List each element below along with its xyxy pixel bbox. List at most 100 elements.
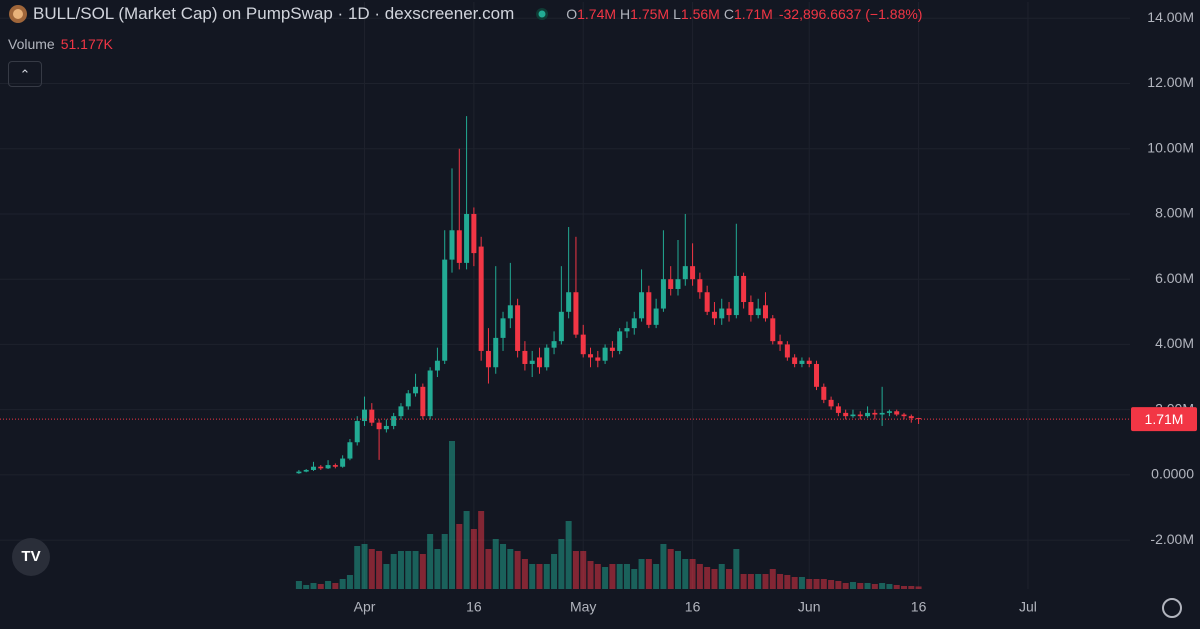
volume-value: 51.177K xyxy=(60,36,113,52)
volume-bar xyxy=(543,564,550,589)
volume-bar xyxy=(529,564,536,589)
volume-bar xyxy=(638,559,645,589)
candle-body xyxy=(792,357,798,364)
collapse-button[interactable]: ⌃ xyxy=(8,61,42,87)
candle-body xyxy=(296,471,302,474)
candle-body xyxy=(391,416,397,426)
candle-body xyxy=(770,318,776,342)
y-tick-label: 4.00M xyxy=(1155,335,1194,351)
candle-body xyxy=(507,305,513,319)
candle-body xyxy=(544,347,550,368)
volume-bar xyxy=(339,579,346,589)
candle-body xyxy=(493,337,499,368)
volume-bar xyxy=(704,567,711,589)
candle-body xyxy=(865,412,871,417)
candle-body xyxy=(799,360,805,364)
candle-body xyxy=(529,360,535,364)
volume-bar xyxy=(332,583,339,589)
settings-button[interactable] xyxy=(1162,598,1182,618)
volume-bar xyxy=(886,584,893,589)
token-icon xyxy=(9,5,27,23)
volume-bar xyxy=(784,575,791,589)
volume-bar xyxy=(667,549,674,589)
candle-body xyxy=(580,334,586,355)
candle-body xyxy=(741,275,747,303)
volume-bar xyxy=(383,564,390,589)
volume-bar xyxy=(616,564,623,589)
volume-bar xyxy=(295,581,302,589)
volume-bar xyxy=(857,583,864,589)
volume-bar xyxy=(791,577,798,589)
volume-bar xyxy=(631,569,638,589)
last-price-label: 1.71M xyxy=(1145,411,1184,427)
volume-bar xyxy=(434,549,441,589)
candle-body xyxy=(573,292,579,335)
volume-bar xyxy=(915,586,922,589)
ohlc-value: 1.56M xyxy=(680,6,720,22)
candle-body xyxy=(420,386,426,417)
volume-bar xyxy=(317,584,324,589)
volume-bar xyxy=(361,544,368,589)
volume-bar xyxy=(419,554,426,589)
volume-bar xyxy=(820,579,827,589)
volume-bar xyxy=(303,585,310,589)
volume-bar xyxy=(565,521,572,589)
candle-body xyxy=(843,412,849,417)
ohlc-value: 1.74M xyxy=(577,6,617,22)
candle-body xyxy=(383,425,389,430)
candle-body xyxy=(515,305,521,351)
candle-body xyxy=(886,411,892,413)
candle-body xyxy=(901,414,907,417)
candle-body xyxy=(639,292,645,319)
volume-bar xyxy=(689,559,696,589)
volume-bar xyxy=(594,564,601,589)
tv-logo[interactable]: TV xyxy=(12,538,50,576)
candle-body xyxy=(668,279,674,289)
candle-body xyxy=(303,469,309,472)
volume-title: Volume xyxy=(8,36,55,52)
y-tick-label: 14.00M xyxy=(1147,9,1194,25)
candle-body xyxy=(362,409,368,422)
candle-body xyxy=(595,357,601,361)
candle-body xyxy=(398,406,404,417)
volume-bar xyxy=(879,583,886,589)
volume-bar xyxy=(587,561,594,589)
candle-body xyxy=(719,308,725,319)
y-tick-label: -2.00M xyxy=(1150,531,1194,547)
candle-body xyxy=(784,344,790,358)
volume-bar xyxy=(478,511,485,589)
candle-body xyxy=(682,266,688,280)
volume-bar xyxy=(492,539,499,589)
candle-body xyxy=(697,279,703,293)
x-tick-label: Jun xyxy=(798,599,821,615)
candle-body xyxy=(879,412,885,415)
y-tick-label: 12.00M xyxy=(1147,74,1194,90)
volume-bar xyxy=(645,559,652,589)
volume-bar xyxy=(901,586,907,589)
volume-bar xyxy=(762,574,769,589)
volume-bar xyxy=(908,586,915,589)
x-tick-label: Jul xyxy=(1019,599,1037,615)
volume-bar xyxy=(376,551,383,589)
candle-body xyxy=(456,230,462,263)
candle-body xyxy=(566,292,572,312)
candle-body xyxy=(588,354,594,358)
y-tick-label: 0.0000 xyxy=(1151,466,1194,482)
candle-body xyxy=(369,409,375,423)
ohlc: O1.74M H1.75M L1.56M C1.71M xyxy=(562,4,773,24)
candle-body xyxy=(850,414,856,417)
candle-body xyxy=(325,465,331,469)
candle-body xyxy=(624,328,630,332)
ohlc-value: 1.75M xyxy=(630,6,670,22)
volume-bar xyxy=(354,546,361,589)
candle-body xyxy=(405,393,411,407)
change: -32,896.6637 (−1.88%) xyxy=(778,6,923,22)
volume-bar xyxy=(711,569,718,589)
volume-bar xyxy=(733,549,740,589)
candle-body xyxy=(434,360,440,371)
candle-body xyxy=(857,414,863,417)
candle-body xyxy=(711,311,717,319)
candle-body xyxy=(354,421,360,443)
candle-body xyxy=(733,275,739,316)
volume-bar xyxy=(864,583,871,589)
